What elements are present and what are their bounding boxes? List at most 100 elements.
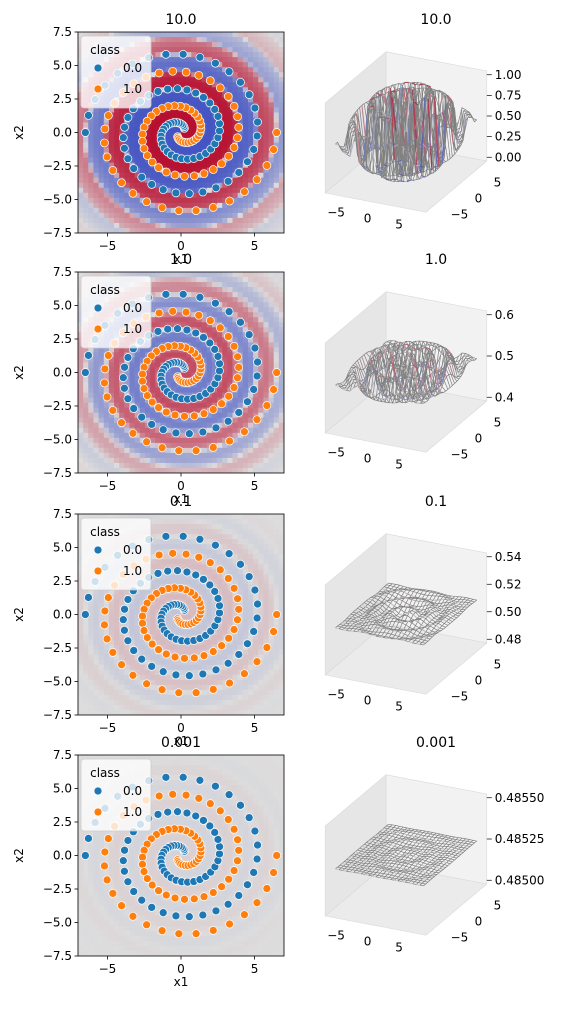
series-1 [100,66,281,216]
data-point [100,861,109,871]
data-point [224,307,234,317]
surface-highlight [376,352,381,360]
surface-highlight [427,858,433,861]
data-point [161,772,171,782]
data-point [100,364,110,374]
data-point [100,847,110,857]
data-point [210,587,220,596]
surface-highlight [455,369,461,376]
surface-highlight [414,376,420,384]
data-point [161,890,171,900]
data-point [243,880,252,890]
data-point [84,593,93,602]
data-point [104,111,113,120]
surface-highlight [398,161,403,171]
data-point [211,665,221,675]
floor-pane [324,381,488,453]
surface-highlight [410,138,416,143]
data-point [181,67,191,77]
data-point [184,912,194,922]
surface-highlight [342,869,347,872]
data-point [191,206,201,216]
surface-highlight [420,391,426,397]
data-point [161,167,171,177]
surface-highlight [401,146,406,150]
data-point [224,874,234,884]
surface-highlight [441,607,446,610]
surface-highlight [393,144,399,148]
data-point [211,906,221,916]
data-point [81,851,90,860]
surface-highlight [356,126,362,165]
surface-highlight [416,164,421,167]
data-point [252,131,262,141]
data-point [137,412,147,422]
x-axis-label: x1 [174,975,189,989]
surface-highlight [435,625,441,629]
surface-highlight [427,99,433,171]
surface-highlight [335,143,340,147]
legend-entry: 1.0 [123,564,142,578]
data-point [252,175,262,185]
data-point [100,606,110,616]
data-point [108,166,118,175]
surface-highlight [416,883,421,886]
data-point [205,821,215,831]
data-point [154,886,163,895]
surface-highlight [341,862,346,865]
surface-highlight [385,870,390,873]
y3d-tick-label: −5 [451,208,469,222]
surface-highlight [348,857,353,859]
surface-highlight [441,364,447,384]
surface-highlight [390,844,395,847]
surface-highlight [355,858,360,861]
data-point [128,428,138,438]
data-point [137,654,147,664]
data-point [224,151,234,161]
data-point [128,188,138,198]
surface-highlight [422,878,427,880]
data-point [252,371,262,381]
data-point [182,325,192,335]
data-point [224,549,234,559]
data-point [195,775,205,785]
data-point [147,903,157,912]
surface-highlight [371,392,377,397]
data-point [147,397,157,407]
data-point [120,625,129,635]
data-point [158,425,168,435]
data-point [213,352,223,361]
data-point [174,688,184,698]
data-point [138,859,147,869]
data-point [170,652,180,662]
surface-highlight [375,143,381,150]
surface-line [383,340,473,366]
data-point [129,404,139,413]
data-point [244,90,254,99]
legend-marker [93,786,103,796]
y3d-tick-label: 0 [475,192,483,206]
surface-highlight [428,623,433,627]
data-point [189,171,199,181]
data-point [171,428,181,438]
scatter-panel-3: −7.5 −5.0 −2.5 0.0 2.5 5.0 7.5 −5 0 5 x1 x2 0.001 cla… [12,735,285,989]
surface-highlight [427,362,433,387]
y-tick-label: 5.0 [53,782,72,796]
data-point [243,397,252,407]
data-point [154,68,164,78]
surface-highlight [411,346,417,350]
data-point [233,112,242,122]
surface-highlight [405,357,411,373]
surface-highlight [371,150,377,166]
data-point [205,338,215,348]
surface-highlight [377,622,383,626]
data-point [223,899,233,909]
surface-highlight [370,860,375,863]
data-point [211,423,221,433]
data-point [272,610,281,619]
legend-marker [93,545,103,555]
y-tick-label: 2.5 [53,92,72,106]
data-point [211,298,220,308]
data-point [208,165,218,174]
scatter-panel-2: −7.5 −5.0 −2.5 0.0 2.5 5.0 7.5 −5 0 5 x1 x2 0.1 class… [12,494,285,748]
